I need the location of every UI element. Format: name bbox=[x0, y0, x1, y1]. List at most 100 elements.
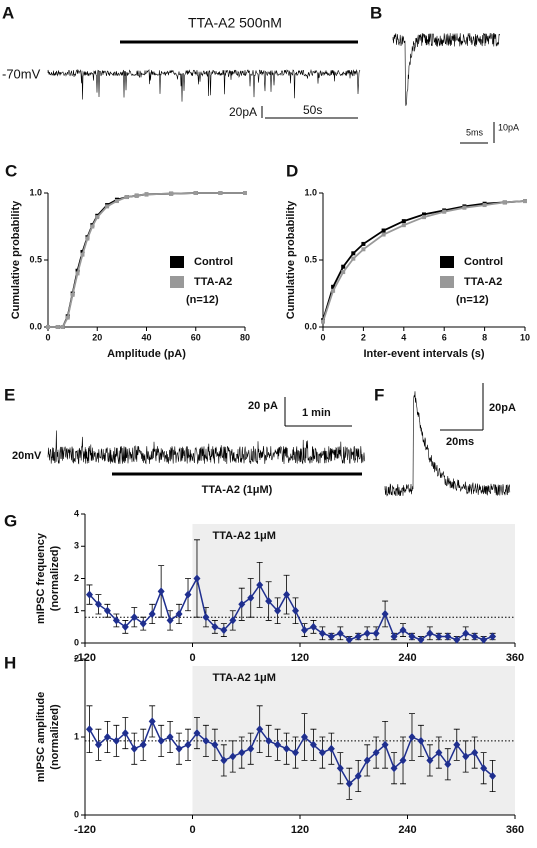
x-axis-label: Amplitude (pA) bbox=[107, 348, 186, 360]
point bbox=[148, 717, 156, 726]
point bbox=[134, 193, 139, 198]
point bbox=[381, 740, 389, 749]
point bbox=[417, 635, 425, 644]
point bbox=[256, 580, 264, 589]
point bbox=[435, 632, 443, 641]
point bbox=[243, 191, 247, 195]
trace bbox=[47, 69, 361, 102]
point bbox=[175, 609, 183, 618]
point bbox=[331, 284, 336, 289]
point bbox=[274, 606, 282, 615]
x-tick-label: -120 bbox=[74, 652, 96, 664]
panel-letter: B bbox=[370, 3, 382, 22]
point bbox=[331, 288, 336, 293]
point bbox=[327, 632, 335, 641]
point bbox=[480, 635, 488, 644]
x-axis-label: Inter-event intervals (s) bbox=[363, 348, 484, 360]
trace-line bbox=[384, 391, 511, 497]
x-tick-label: 240 bbox=[398, 652, 416, 664]
x-tick-label: 120 bbox=[291, 652, 309, 664]
treatment-shading bbox=[192, 524, 515, 643]
point bbox=[417, 736, 425, 745]
point bbox=[157, 736, 165, 745]
y-tick-label: 0.0 bbox=[29, 321, 42, 331]
x-tick-label: 360 bbox=[506, 652, 524, 664]
drug-label: TTA-A2 500nM bbox=[188, 15, 282, 31]
point bbox=[408, 733, 416, 741]
point bbox=[148, 609, 156, 618]
point bbox=[444, 632, 452, 641]
y-axis-label: mIPSC frequency bbox=[35, 532, 47, 624]
point bbox=[426, 756, 434, 765]
point bbox=[336, 629, 344, 638]
scale-label: 20pA bbox=[229, 105, 257, 119]
point bbox=[292, 606, 300, 615]
point bbox=[361, 247, 366, 252]
point bbox=[75, 271, 80, 276]
panel-letter: D bbox=[286, 161, 298, 180]
point bbox=[114, 199, 119, 204]
point bbox=[218, 191, 223, 195]
point bbox=[112, 736, 120, 745]
point bbox=[381, 232, 386, 237]
x-tick-label: 0 bbox=[320, 332, 325, 342]
point bbox=[85, 725, 93, 734]
point bbox=[121, 622, 129, 631]
point bbox=[211, 622, 219, 631]
point bbox=[121, 729, 129, 738]
point bbox=[399, 626, 407, 635]
x-tick-label: 0 bbox=[45, 332, 50, 342]
point bbox=[435, 748, 443, 757]
point bbox=[193, 191, 198, 195]
point bbox=[124, 195, 129, 200]
point bbox=[482, 203, 487, 208]
x-tick-label: -120 bbox=[74, 824, 96, 836]
point bbox=[65, 315, 70, 320]
x-tick-label: 10 bbox=[520, 332, 530, 342]
legend-swatch bbox=[170, 276, 184, 288]
point bbox=[175, 744, 183, 753]
y-axis-label: mIPSC amplitude bbox=[35, 692, 47, 782]
point bbox=[300, 733, 308, 741]
point bbox=[292, 748, 300, 757]
annotation: (n=12) bbox=[456, 294, 489, 306]
point bbox=[462, 205, 467, 210]
point bbox=[489, 632, 497, 641]
point bbox=[256, 725, 264, 734]
y-tick-label: 1 bbox=[74, 731, 79, 741]
point bbox=[381, 609, 389, 618]
point bbox=[70, 292, 75, 297]
point bbox=[130, 613, 138, 622]
y-tick-label: 2 bbox=[74, 573, 79, 583]
y-tick-label: 0.0 bbox=[304, 321, 317, 331]
point bbox=[489, 772, 497, 780]
point bbox=[94, 740, 102, 749]
point bbox=[399, 756, 407, 765]
x-tick-label: 0 bbox=[189, 824, 195, 836]
panel-letter: E bbox=[4, 385, 15, 404]
point bbox=[193, 574, 201, 583]
point bbox=[354, 632, 362, 641]
legend-swatch bbox=[170, 256, 184, 268]
point bbox=[283, 590, 291, 599]
x-tick-label: 360 bbox=[506, 824, 524, 836]
panel-letter: C bbox=[5, 161, 17, 180]
scale-label: 10pA bbox=[498, 122, 519, 132]
point bbox=[372, 748, 380, 757]
point bbox=[202, 613, 210, 622]
y-tick-label: 0.5 bbox=[29, 254, 42, 264]
point bbox=[321, 319, 325, 324]
scale-label: 5ms bbox=[466, 127, 484, 137]
point bbox=[422, 215, 426, 220]
scale-label: 1 min bbox=[302, 407, 331, 419]
point bbox=[247, 593, 255, 602]
scale-label: 50s bbox=[303, 103, 322, 117]
y-tick-label: 0 bbox=[74, 809, 79, 819]
point bbox=[372, 629, 380, 638]
panel-letter: G bbox=[4, 511, 17, 530]
y-tick-label: 0.5 bbox=[304, 254, 317, 264]
point bbox=[238, 600, 246, 609]
point bbox=[238, 748, 246, 757]
point bbox=[60, 325, 65, 329]
